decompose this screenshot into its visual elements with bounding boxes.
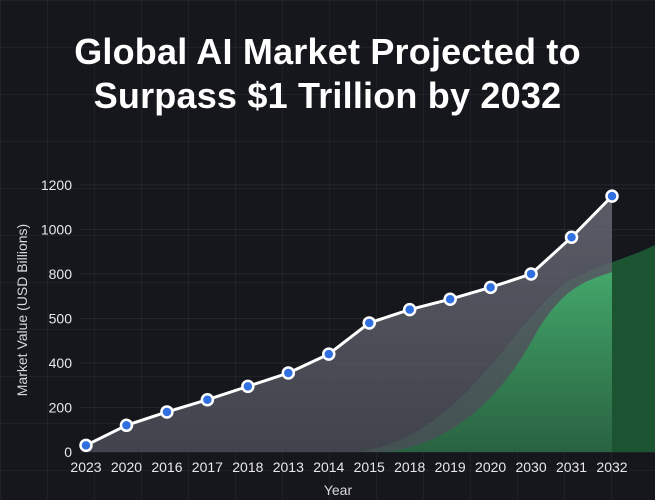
data-point bbox=[200, 392, 215, 407]
data-point bbox=[362, 316, 376, 330]
y-tick-label: 800 bbox=[49, 266, 73, 282]
series-line bbox=[85, 195, 614, 447]
chart-title: Global AI Market Projected to Surpass $1… bbox=[0, 30, 655, 118]
x-tick-label: 2020 bbox=[475, 459, 506, 475]
y-tick-label: 500 bbox=[49, 311, 73, 327]
data-points bbox=[79, 189, 619, 453]
x-tick-label: 2016 bbox=[151, 459, 182, 475]
data-point bbox=[281, 366, 296, 380]
chart-title-line-1: Global AI Market Projected to bbox=[74, 31, 581, 72]
data-point bbox=[524, 267, 538, 281]
y-tick-label: 1000 bbox=[41, 222, 72, 238]
data-point bbox=[483, 280, 498, 295]
x-axis-label: Year bbox=[324, 482, 353, 498]
x-tick-label: 2019 bbox=[435, 459, 466, 475]
series-area-fill bbox=[86, 196, 612, 452]
y-tick-label: 0 bbox=[64, 444, 72, 460]
x-tick-label: 2018 bbox=[232, 459, 263, 475]
y-tick-label: 200 bbox=[49, 400, 73, 416]
data-point bbox=[605, 189, 619, 203]
x-axis-ticks: 2023 2020 2016 2017 2018 2013 2014 2015 2018 2019… bbox=[70, 459, 627, 475]
x-tick-label: 2018 bbox=[394, 459, 425, 475]
green-area-foreground bbox=[385, 272, 612, 452]
data-point bbox=[241, 379, 255, 394]
y-tick-label: 400 bbox=[49, 355, 73, 371]
x-tick-label: 2023 bbox=[70, 459, 101, 475]
x-tick-label: 2014 bbox=[313, 459, 344, 475]
data-point bbox=[443, 292, 457, 306]
chart-title-line-2: Surpass $1 Trillion by 2032 bbox=[93, 75, 562, 116]
x-tick-label: 2031 bbox=[556, 459, 587, 475]
data-point bbox=[119, 418, 134, 433]
data-point bbox=[322, 347, 336, 361]
data-point bbox=[564, 230, 579, 245]
x-tick-label: 2013 bbox=[273, 459, 304, 475]
x-tick-label: 2030 bbox=[515, 459, 546, 475]
data-point bbox=[402, 302, 417, 317]
y-tick-label: 1200 bbox=[41, 177, 72, 193]
x-tick-label: 2017 bbox=[192, 459, 223, 475]
y-axis-ticks: 0 200 400 500 800 1000 1200 bbox=[41, 177, 72, 460]
x-tick-label: 2032 bbox=[596, 459, 627, 475]
y-axis-label: Market Value (USD Billions) bbox=[14, 224, 30, 396]
data-point bbox=[79, 438, 93, 453]
data-point bbox=[160, 405, 174, 419]
x-tick-label: 2015 bbox=[354, 459, 385, 475]
x-tick-label: 2020 bbox=[111, 459, 142, 475]
